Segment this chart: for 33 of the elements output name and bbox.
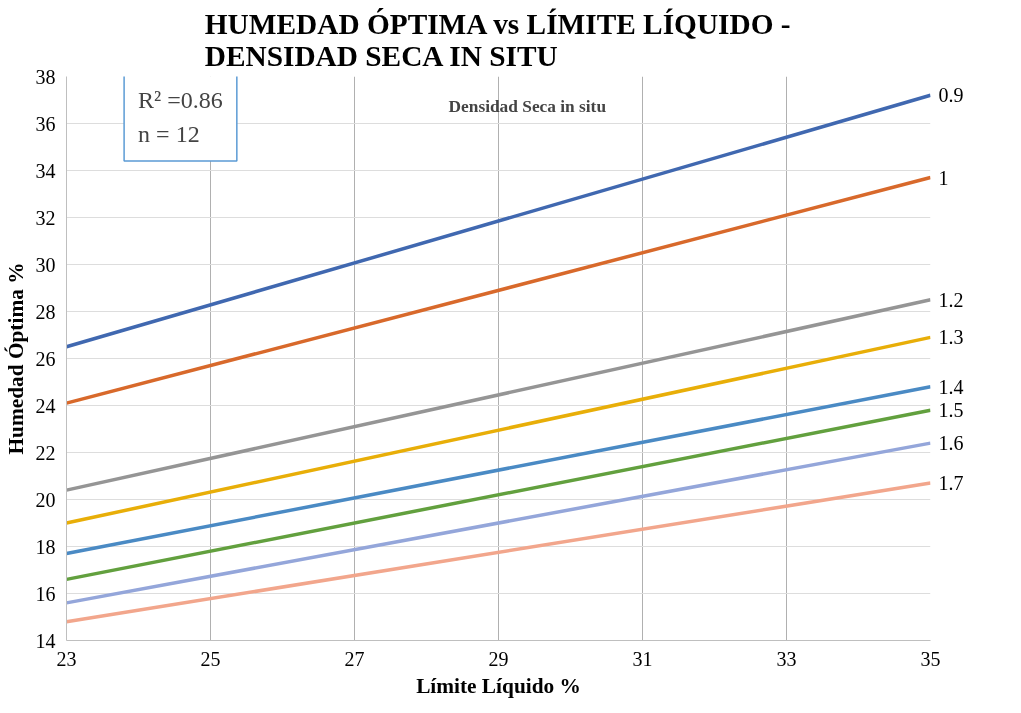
y-tick-label: 24 (35, 394, 56, 417)
y-tick-label: 36 (35, 112, 56, 135)
series-label: 1.6 (938, 432, 964, 455)
y-tick-label: 14 (35, 629, 56, 652)
x-tick-label: 31 (632, 647, 653, 670)
x-tick-label: 35 (920, 647, 941, 670)
y-tick-label: 26 (35, 347, 56, 370)
series-label: 1.2 (938, 288, 964, 311)
y-tick-label: 28 (35, 300, 56, 323)
series-label: 1.3 (938, 326, 964, 349)
y-tick-label: 22 (35, 441, 56, 464)
x-tick-label: 27 (344, 647, 365, 670)
y-tick-label: 34 (35, 159, 56, 182)
annotation: Densidad Seca in situ (448, 97, 607, 117)
x-tick-label: 25 (200, 647, 221, 670)
y-tick-label: 16 (35, 582, 56, 605)
y-tick-label: 38 (35, 65, 56, 88)
y-tick-label: 30 (35, 253, 56, 276)
x-tick-label: 23 (56, 647, 77, 670)
y-tick-label: 32 (35, 206, 56, 229)
x-axis-title: Límite Líquido % (416, 673, 581, 698)
y-tick-label: 18 (35, 535, 56, 558)
chart-title: HUMEDAD ÓPTIMA vs LÍMITE LÍQUIDO - DENSIDAD SECA IN SITU (204, 7, 791, 72)
series-label: 1.7 (938, 472, 964, 495)
x-tick-label: 29 (488, 647, 509, 670)
y-axis-title: Humedad Óptima % (3, 262, 28, 455)
series-label: 1.5 (938, 399, 964, 422)
annotation: R² =0.86 n = 12 (138, 87, 223, 148)
x-tick-label: 33 (776, 647, 797, 670)
y-tick-label: 20 (35, 488, 56, 511)
series-label: 1.4 (938, 375, 964, 398)
series-label: 0.9 (938, 84, 964, 107)
series-label: 1 (938, 166, 949, 189)
